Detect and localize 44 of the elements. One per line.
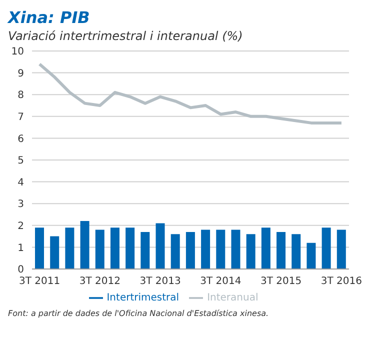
bar [322,228,331,269]
bar [140,232,150,269]
y-tick-label: 1 [18,242,24,254]
y-tick-label: 0 [18,264,24,276]
bar [35,228,44,269]
bar [80,221,90,269]
y-tick-label: 4 [18,177,24,188]
x-tick-label: 3T 2012 [79,276,120,288]
bar [170,234,180,269]
x-tick-label: 3T 2013 [140,276,181,288]
bar [186,232,195,269]
bar [246,234,256,269]
bar [50,236,60,269]
x-tick-label: 3T 2014 [200,276,242,288]
y-tick-label: 10 [11,46,24,58]
bar [95,230,104,269]
bar [261,228,270,269]
y-tick-label: 5 [18,156,24,167]
line-series [38,62,343,124]
legend-label: Interanual [207,292,258,304]
bar [201,230,210,269]
bar [65,228,74,269]
bar [156,223,165,269]
y-tick-label: 3 [18,199,24,210]
bar [276,232,286,269]
x-tick-label: 3T 2016 [320,276,362,288]
bar [126,228,135,269]
text: Font: a partir de dades de l'Oficina Nacional d'Estadística xinesa. [8,309,270,318]
bar [231,230,240,269]
bar [292,234,301,269]
x-tick-label: 3T 2015 [260,276,302,288]
y-tick-label: 2 [18,220,24,232]
bar [306,242,316,269]
y-tick-label: 6 [18,134,24,145]
bar [336,230,346,269]
chart-subtitle: Variació intertrimestral i interanual (%) [8,29,244,43]
y-tick-label: 8 [18,90,24,102]
y-tick-label: 9 [18,68,24,80]
legend-label: Intertrimestral [106,292,180,304]
x-tick-label: 3T 2011 [18,276,60,288]
chart-title: Xina: PIB [8,8,91,27]
y-tick-label: 7 [18,112,24,123]
bar [110,228,120,269]
bar [216,230,226,269]
